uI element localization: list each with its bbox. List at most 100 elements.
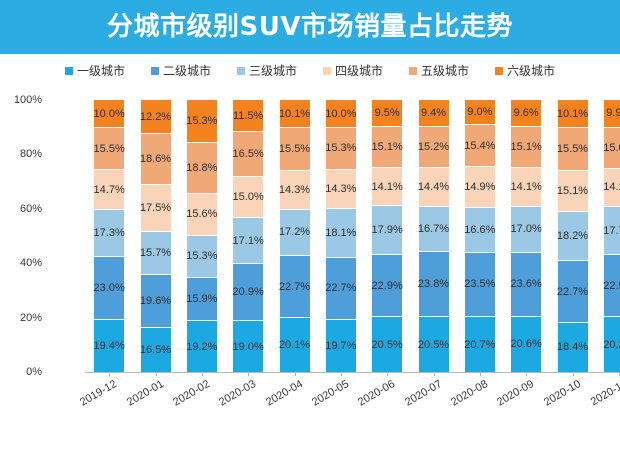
bar-segment[interactable]: 17.1%: [233, 216, 264, 264]
bar-segment[interactable]: 15.1%: [557, 169, 588, 211]
bar-segment[interactable]: 20.5%: [372, 316, 403, 372]
legend-item[interactable]: 六级城市: [495, 65, 555, 77]
bar-segment[interactable]: 20.7%: [464, 315, 496, 373]
bar-segment[interactable]: 22.7%: [325, 256, 356, 319]
bar-segment[interactable]: 15.5%: [278, 127, 311, 170]
bar-segment[interactable]: 15.2%: [418, 125, 449, 167]
bar-segment-label: 15.5%: [278, 143, 311, 156]
bar-segment[interactable]: 17.5%: [139, 183, 172, 232]
bar-segment[interactable]: 16.5%: [140, 327, 171, 373]
stacked-bar[interactable]: 9.5% 15.1% 14.1% 17.9% 22.9% 20.5%: [372, 100, 403, 372]
legend-item-label: 六级城市: [507, 64, 556, 78]
bar-segment[interactable]: 18.6%: [140, 133, 171, 184]
bar-segment[interactable]: 14.1%: [511, 167, 542, 206]
bar-segment[interactable]: 20.5%: [418, 316, 449, 372]
bar-segment[interactable]: 18.1%: [325, 207, 356, 257]
bar-segment[interactable]: 23.6%: [511, 251, 542, 316]
bar-segment[interactable]: 20.1%: [279, 317, 310, 372]
bar-segment[interactable]: 20.6%: [511, 315, 542, 372]
bar-segment[interactable]: 15.1%: [511, 126, 542, 168]
bar-segment[interactable]: 15.5%: [94, 127, 125, 170]
bar-segment-label: 14.7%: [93, 183, 125, 196]
bar-segment[interactable]: 19.2%: [186, 320, 217, 373]
bar-segment[interactable]: 9.5%: [372, 100, 403, 126]
stacked-bar[interactable]: 9.6% 15.1% 14.1% 17.0% 23.6% 20.6%: [511, 100, 542, 372]
bar-segment[interactable]: 22.7%: [279, 255, 310, 318]
bar-segment[interactable]: 14.3%: [325, 168, 356, 208]
legend-item[interactable]: 一级城市: [64, 65, 125, 77]
legend-item[interactable]: 四级城市: [323, 65, 383, 77]
bar-segment[interactable]: 14.7%: [93, 169, 125, 210]
bar-segment[interactable]: 19.0%: [233, 320, 264, 372]
stacked-bar[interactable]: 10.1% 15.5% 15.1% 18.2% 22.7% 18.4%: [557, 100, 588, 372]
bar-segment[interactable]: 10.1%: [279, 100, 310, 128]
bar-segment[interactable]: 12.2%: [140, 100, 171, 134]
legend-item[interactable]: 三级城市: [236, 65, 297, 77]
bar-segment[interactable]: 15.3%: [186, 100, 217, 142]
bar-segment[interactable]: 23.8%: [418, 251, 449, 317]
y-axis-tick-label: 40%: [19, 257, 42, 270]
bar-segment[interactable]: 14.3%: [279, 169, 310, 209]
bar-segment[interactable]: 16.5%: [233, 131, 264, 177]
bar-segment[interactable]: 17.2%: [279, 208, 310, 256]
bar-segment[interactable]: 19.6%: [140, 274, 171, 328]
legend-item[interactable]: 五级城市: [409, 65, 469, 77]
bar-segment-label: 20.7%: [464, 338, 496, 351]
bar-segment[interactable]: 23.5%: [464, 252, 495, 316]
stacked-bar[interactable]: 9.4% 15.2% 14.4% 16.7% 23.8% 20.5%: [418, 100, 449, 372]
bar-segment[interactable]: 20.3%: [603, 316, 620, 372]
bar-segment[interactable]: 23.0%: [94, 256, 125, 319]
bar-segment[interactable]: 16.7%: [418, 206, 449, 252]
bar-segment[interactable]: 15.0%: [603, 126, 620, 168]
bar-segment[interactable]: 19.7%: [325, 318, 356, 373]
bar-segment[interactable]: 9.6%: [511, 100, 542, 127]
bar-segment-label: 17.7%: [603, 224, 620, 237]
bar-segment[interactable]: 15.0%: [232, 176, 264, 217]
bar-segment[interactable]: 10.0%: [325, 100, 356, 128]
bar-segment[interactable]: 15.4%: [464, 124, 495, 167]
bar-segment[interactable]: 17.0%: [511, 205, 542, 252]
bar-segment[interactable]: 9.9%: [603, 100, 620, 127]
bar-segment[interactable]: 9.0%: [464, 100, 495, 125]
bar-segment[interactable]: 10.1%: [557, 100, 588, 128]
bar-segment[interactable]: 11.5%: [232, 100, 264, 132]
bar-segment[interactable]: 15.1%: [372, 125, 403, 167]
bar-segment[interactable]: 15.6%: [186, 192, 217, 236]
bar-segment[interactable]: 15.9%: [186, 276, 217, 320]
bar-segment[interactable]: 17.3%: [94, 209, 125, 257]
bar-segment[interactable]: 22.9%: [603, 254, 620, 317]
bar-segment-label: 15.0%: [232, 191, 264, 204]
bar-segment[interactable]: 17.9%: [372, 205, 403, 254]
bar-segment[interactable]: 9.4%: [418, 100, 449, 126]
stacked-bar[interactable]: 9.0% 15.4% 14.9% 16.6% 23.5% 20.7%: [464, 100, 496, 373]
bar-segment[interactable]: 14.9%: [464, 166, 495, 207]
bar-segment[interactable]: 18.4%: [557, 321, 588, 372]
stacked-bar[interactable]: 15.3% 18.8% 15.6% 15.3% 15.9% 19.2%: [186, 100, 217, 373]
legend-item[interactable]: 二级城市: [150, 65, 211, 77]
stacked-bar[interactable]: 12.2% 18.6% 17.5% 15.7% 19.6% 16.5%: [139, 100, 172, 373]
bar-segment[interactable]: 15.3%: [325, 127, 356, 169]
bar-segment[interactable]: 15.5%: [557, 127, 588, 170]
bar-segment[interactable]: 17.7%: [603, 206, 620, 255]
bar-segment[interactable]: 22.9%: [372, 253, 403, 317]
x-axis-label: 2020-06: [356, 378, 398, 409]
stacked-bar[interactable]: 9.9% 15.0% 14.1% 17.7% 22.9% 20.3%: [603, 100, 620, 372]
bar-segment[interactable]: 16.6%: [464, 206, 495, 252]
bar-segment[interactable]: 18.2%: [557, 210, 588, 261]
stacked-bar[interactable]: 10.1% 15.5% 14.3% 17.2% 22.7% 20.1%: [278, 100, 311, 372]
bar-segment[interactable]: 20.9%: [233, 263, 264, 321]
bar-segment[interactable]: 15.3%: [186, 235, 217, 277]
bar-segment[interactable]: 18.8%: [186, 141, 217, 193]
bar-segment-label: 11.5%: [232, 109, 264, 122]
bar-segment[interactable]: 15.7%: [140, 231, 171, 275]
bar-segment[interactable]: 14.1%: [372, 166, 403, 206]
bar-segment[interactable]: 19.4%: [94, 318, 125, 372]
bar-segment[interactable]: 22.7%: [557, 260, 588, 322]
stacked-bar[interactable]: 11.5% 16.5% 15.0% 17.1% 20.9% 19.0%: [232, 100, 264, 372]
bar-segment[interactable]: 10.0%: [94, 100, 125, 128]
bar-segment[interactable]: 14.4%: [418, 166, 449, 207]
bar-segment-label: 17.5%: [139, 202, 172, 215]
stacked-bar[interactable]: 10.0% 15.5% 14.7% 17.3% 23.0% 19.4%: [93, 100, 125, 372]
stacked-bar[interactable]: 10.0% 15.3% 14.3% 18.1% 22.7% 19.7%: [325, 100, 356, 373]
bar-segment[interactable]: 14.1%: [603, 167, 620, 207]
